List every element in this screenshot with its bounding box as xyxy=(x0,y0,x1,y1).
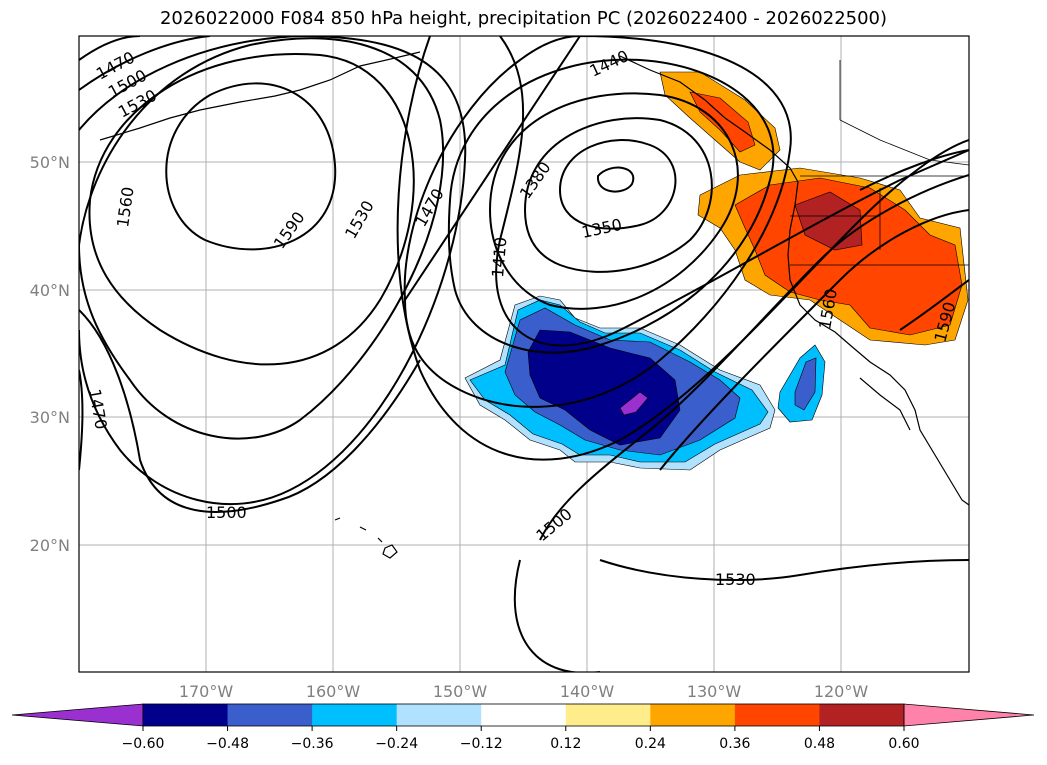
colorbar-segment xyxy=(481,704,567,726)
contour-label: 1530 xyxy=(715,570,756,589)
colorbar: −0.60 −0.48 −0.36 −0.24 −0.12 0.12 0.24 0.36 0.4… xyxy=(11,703,1035,752)
contour-label: 1500 xyxy=(206,503,247,522)
colorbar-tick-label: 0.12 xyxy=(550,736,581,752)
colorbar-tick-label: 0.24 xyxy=(635,736,666,752)
coastlines xyxy=(99,51,969,559)
latitude-labels: 50°N 40°N 30°N 20°N xyxy=(30,153,70,555)
colorbar-segment xyxy=(143,704,229,726)
colorbar-tick-label: −0.36 xyxy=(291,736,334,752)
map-title: 2026022000 F084 850 hPa height, precipit… xyxy=(159,8,888,29)
lat-label: 40°N xyxy=(30,281,70,300)
colorbar-tick-label: −0.24 xyxy=(375,736,418,752)
longitude-labels: 170°W 160°W 150°W 140°W 130°W 120°W xyxy=(179,682,869,701)
colorbar-tick-label: 0.60 xyxy=(888,736,919,752)
colorbar-extend-high xyxy=(903,703,1035,727)
colorbar-segment xyxy=(565,704,651,726)
lon-label: 130°W xyxy=(687,682,742,701)
lat-label: 30°N xyxy=(30,408,70,427)
colorbar-segment xyxy=(312,704,398,726)
negative-precip-area xyxy=(464,295,826,471)
colorbar-tick-label: −0.60 xyxy=(122,736,165,752)
colorbar-segment xyxy=(396,704,482,726)
colorbar-tick-label: −0.48 xyxy=(206,736,249,752)
height-contours xyxy=(79,36,969,672)
colorbar-segment xyxy=(819,704,905,726)
gridlines xyxy=(79,36,969,672)
contour-label: 1410 xyxy=(488,236,510,278)
lon-label: 160°W xyxy=(306,682,361,701)
colorbar-frame xyxy=(142,703,905,727)
lat-label: 20°N xyxy=(30,536,70,555)
colorbar-extend-low xyxy=(11,703,144,727)
colorbar-segment xyxy=(650,704,736,726)
colorbar-segment xyxy=(734,704,820,726)
lon-label: 150°W xyxy=(433,682,488,701)
colorbar-tick-label: 0.36 xyxy=(719,736,750,752)
colorbar-tick-label: −0.12 xyxy=(460,736,503,752)
lat-label: 50°N xyxy=(30,153,70,172)
map-frame xyxy=(78,35,970,673)
colorbar-tick-label: 0.48 xyxy=(804,736,835,752)
lon-label: 170°W xyxy=(179,682,234,701)
lon-label: 120°W xyxy=(814,682,869,701)
colorbar-segment xyxy=(227,704,313,726)
lon-label: 140°W xyxy=(560,682,615,701)
